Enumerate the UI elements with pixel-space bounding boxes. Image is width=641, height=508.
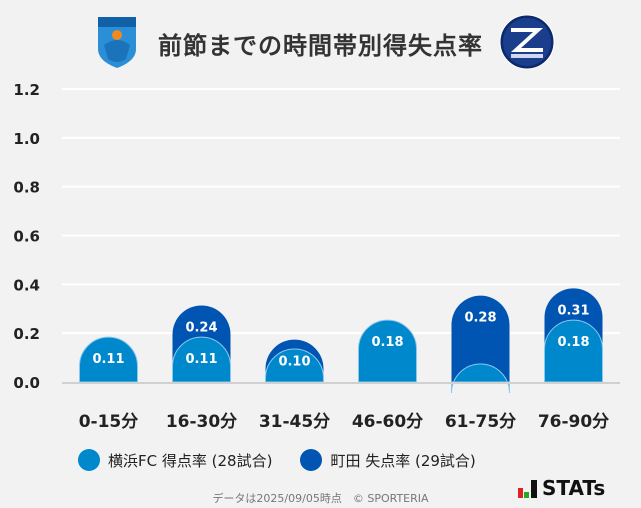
machida-zelvia-logo — [499, 14, 555, 70]
stats-bars-icon — [518, 480, 537, 498]
legend-swatch — [78, 449, 100, 471]
data-label: 0.18 — [557, 335, 589, 350]
y-tick-label: 0.0 — [13, 374, 40, 392]
bar-yokohama — [265, 348, 324, 383]
legend: 横浜FC 得点率 (28試合) 町田 失点率 (29試合) — [78, 449, 476, 471]
legend-swatch — [300, 449, 323, 471]
y-tick-label: 0.6 — [13, 228, 40, 246]
y-tick-label: 0.2 — [13, 325, 40, 343]
bar-yokohama — [79, 336, 138, 383]
x-tick-label: 0-15分 — [79, 412, 139, 432]
data-label: 0.18 — [371, 335, 403, 350]
x-tick-label: 61-75分 — [445, 412, 516, 432]
yokohama-fc-logo — [98, 17, 136, 68]
x-tick-label: 16-30分 — [166, 412, 237, 432]
legend-item-yokohama: 横浜FC 得点率 (28試合) — [78, 449, 272, 471]
data-label: 0.11 — [185, 352, 217, 367]
data-label: 0.24 — [185, 320, 217, 335]
bar-yokohama — [358, 319, 417, 383]
bar-yokohama — [544, 319, 603, 383]
y-tick-label: 0.8 — [13, 179, 40, 197]
stats-logo: STATs — [518, 478, 605, 498]
data-label: 0.31 — [557, 303, 589, 318]
data-label: 0.11 — [92, 352, 124, 367]
x-tick-label: 76-90分 — [538, 412, 609, 432]
legend-label: 町田 失点率 (29試合) — [330, 451, 476, 470]
x-tick-label: 46-60分 — [352, 412, 423, 432]
stats-brand: STATs — [542, 476, 606, 500]
y-tick-label: 1.2 — [13, 81, 40, 99]
chart-title: 前節までの時間帯別得失点率 — [158, 32, 483, 60]
legend-item-machida: 町田 失点率 (29試合) — [300, 449, 476, 471]
data-label: 0.28 — [464, 311, 496, 326]
y-tick-label: 0.4 — [13, 276, 40, 294]
data-label: 0.10 — [278, 355, 310, 370]
bar-chart: 0.0 0.2 0.4 0.6 0.8 1.0 1.2 0.11 0-15分 0.24 0.11 16… — [13, 81, 620, 432]
legend-label: 横浜FC 得点率 (28試合) — [108, 451, 273, 470]
x-tick-label: 31-45分 — [259, 412, 330, 432]
y-tick-label: 1.0 — [13, 130, 40, 148]
bar-yokohama — [172, 336, 231, 383]
bar-machida — [451, 295, 510, 382]
footer-note: データは2025/09/05時点 © SPORTERIA — [212, 492, 429, 505]
